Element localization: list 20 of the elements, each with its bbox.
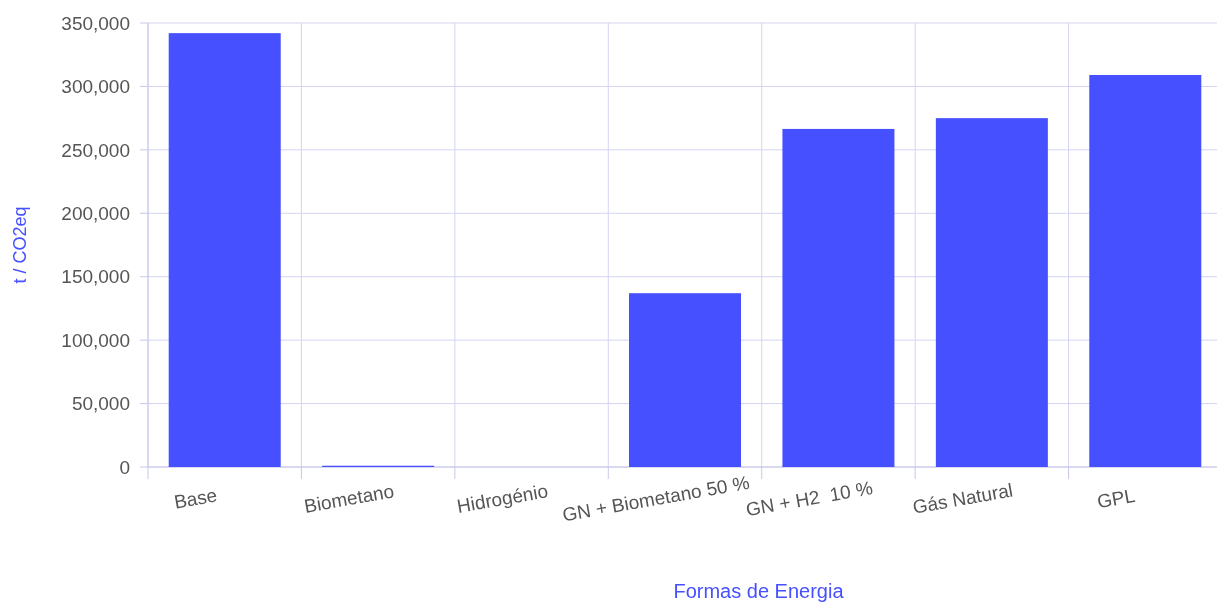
- y-tick-label: 0: [119, 456, 130, 478]
- bar: [935, 118, 1048, 467]
- y-tick-label: 300,000: [61, 76, 130, 98]
- bar: [782, 128, 895, 467]
- x-tick-label: GPL: [1095, 484, 1137, 513]
- bar: [1089, 75, 1202, 467]
- y-tick-label: 50,000: [71, 393, 130, 415]
- y-tick-label: 200,000: [61, 202, 130, 224]
- y-tick-label: 150,000: [61, 266, 130, 288]
- x-tick-label: Gás Natural: [910, 479, 1015, 518]
- x-tick-label: Biometano: [302, 480, 396, 517]
- y-axis-title: t / CO2eq: [10, 206, 30, 284]
- y-tick-label: 250,000: [61, 139, 130, 161]
- x-tick-label: Base: [172, 484, 219, 513]
- bar: [168, 33, 281, 467]
- x-axis-title: Formas de Energia: [673, 580, 845, 602]
- y-tick-label: 100,000: [61, 329, 130, 351]
- y-tick-label: 350,000: [61, 12, 130, 34]
- bar: [629, 293, 741, 467]
- x-tick-label: Hidrogénio: [455, 480, 550, 517]
